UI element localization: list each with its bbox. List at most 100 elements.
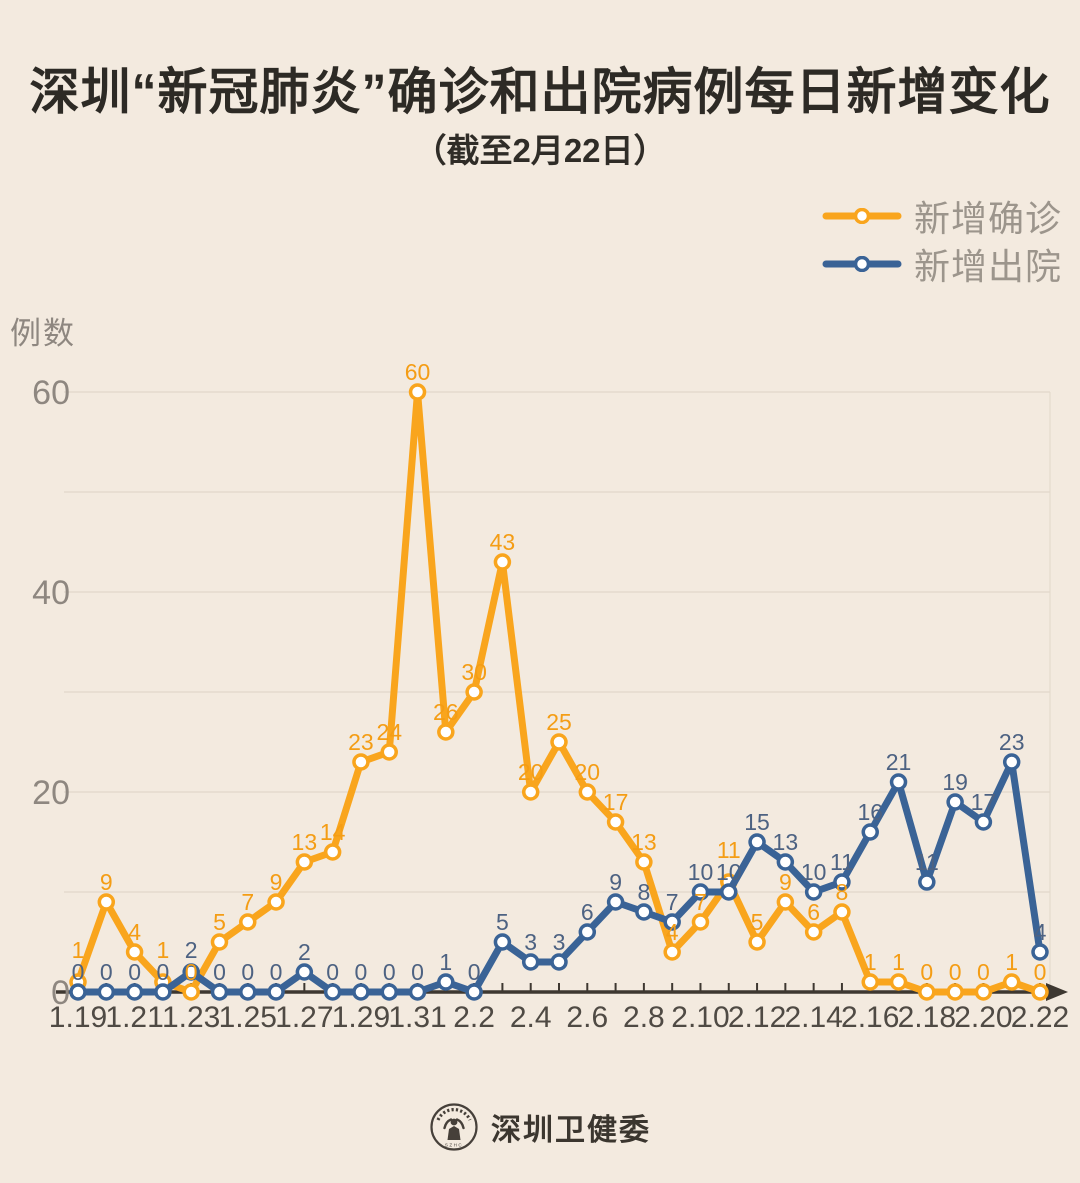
data-label-discharged: 0 — [355, 959, 368, 985]
data-point-discharged — [239, 983, 257, 1001]
data-point-confirmed — [97, 893, 116, 911]
data-point-confirmed — [465, 683, 483, 701]
data-point-discharged — [833, 873, 851, 891]
data-point-confirmed — [578, 783, 597, 801]
data-point-discharged — [154, 983, 172, 1001]
data-label-discharged: 3 — [553, 929, 566, 955]
data-label-confirmed: 1 — [892, 949, 905, 975]
data-label-confirmed: 26 — [433, 699, 459, 725]
data-point-confirmed — [125, 943, 144, 961]
data-label-confirmed: 11 — [717, 837, 741, 863]
gridlines — [64, 391, 1051, 992]
data-label-discharged: 13 — [773, 829, 799, 855]
legend: 新增确诊 新增出院 — [822, 192, 1062, 288]
data-label-confirmed: 20 — [574, 759, 600, 785]
page-subtitle: （截至2月22日） — [413, 132, 667, 169]
legend-item-discharged: 新增出院 — [822, 240, 1062, 288]
data-point-confirmed — [663, 943, 681, 961]
legend-label-confirmed: 新增确诊 — [913, 198, 1062, 239]
data-label-confirmed: 1 — [72, 937, 85, 963]
data-label-confirmed: 20 — [518, 759, 544, 785]
data-point-confirmed — [889, 973, 908, 991]
data-label-confirmed: 5 — [751, 909, 764, 935]
x-tick-label: 1.31 — [388, 1001, 446, 1034]
data-point-discharged — [918, 873, 936, 891]
data-label-confirmed: 9 — [270, 869, 283, 895]
data-point-discharged — [295, 963, 314, 981]
data-label-confirmed: 1 — [864, 949, 877, 975]
data-label-discharged: 8 — [637, 879, 650, 905]
data-label-discharged: 0 — [100, 959, 113, 985]
data-label-confirmed: 4 — [128, 919, 141, 945]
y-tick-label: 60 — [32, 374, 70, 412]
data-point-discharged — [748, 833, 766, 851]
data-label-discharged: 0 — [383, 959, 396, 985]
data-point-discharged — [352, 983, 370, 1001]
data-label-discharged: 0 — [326, 959, 339, 985]
data-label-discharged: 10 — [801, 859, 827, 885]
data-point-confirmed — [380, 743, 398, 761]
data-label-confirmed: 23 — [348, 729, 374, 755]
data-point-discharged — [635, 903, 653, 921]
data-label-discharged: 3 — [524, 929, 537, 955]
data-point-discharged — [804, 883, 823, 901]
x-axis-arrow-icon — [1046, 983, 1068, 1001]
data-point-confirmed — [1002, 973, 1021, 991]
x-tick-label: 1.19 — [49, 1001, 107, 1034]
data-point-discharged — [521, 953, 540, 971]
data-point-confirmed — [804, 923, 823, 941]
data-label-confirmed: 0 — [949, 959, 962, 985]
data-label-discharged: 0 — [270, 959, 283, 985]
data-label-discharged: 0 — [72, 959, 85, 985]
svg-text:SZHC: SZHC — [445, 1143, 463, 1148]
x-tick-label: 2.18 — [898, 1001, 956, 1034]
data-label-discharged: 17 — [971, 789, 997, 815]
data-label-confirmed: 6 — [807, 899, 820, 925]
data-label-confirmed: 5 — [213, 909, 226, 935]
health-commission-logo-icon: SZHC — [430, 1103, 478, 1151]
data-label-discharged: 2 — [298, 939, 311, 965]
x-tick-label: 2.10 — [671, 1001, 729, 1034]
data-label-confirmed: 17 — [603, 789, 629, 815]
y-tick-label: 40 — [32, 574, 70, 612]
data-point-confirmed — [521, 783, 540, 801]
x-tick-label: 2.22 — [1011, 1001, 1069, 1034]
data-point-discharged — [69, 983, 87, 1001]
data-label-confirmed: 9 — [100, 869, 113, 895]
data-point-discharged — [437, 973, 455, 991]
x-tick-label: 2.14 — [784, 1001, 842, 1034]
data-point-discharged — [1002, 753, 1021, 771]
data-label-discharged: 1 — [439, 949, 452, 975]
data-point-discharged — [550, 953, 568, 971]
data-label-confirmed: 1 — [156, 937, 169, 963]
data-point-confirmed — [691, 913, 710, 931]
data-point-confirmed — [352, 753, 370, 771]
data-point-confirmed — [833, 903, 851, 921]
discharged-line-swatch-icon — [822, 256, 902, 272]
data-point-confirmed — [946, 983, 964, 1001]
data-point-discharged — [606, 893, 625, 911]
data-label-confirmed: 9 — [779, 869, 792, 895]
data-point-discharged — [578, 923, 597, 941]
x-tick-label: 1.27 — [275, 1001, 333, 1034]
data-label-confirmed: 0 — [185, 959, 198, 985]
data-label-confirmed: 4 — [666, 919, 679, 945]
data-point-discharged — [974, 813, 993, 831]
data-label-discharged: 21 — [886, 749, 912, 775]
data-point-discharged — [465, 983, 483, 1001]
data-label-discharged: 6 — [581, 899, 594, 925]
data-point-discharged — [776, 853, 795, 871]
data-label-discharged: 9 — [609, 869, 622, 895]
x-tick-label: 1.21 — [105, 1001, 163, 1034]
series-discharged — [69, 753, 1049, 1001]
data-point-confirmed — [550, 733, 568, 751]
data-label-discharged: 4 — [1034, 919, 1047, 945]
data-point-confirmed — [493, 553, 512, 571]
y-axis-title: 例数 — [10, 316, 76, 351]
data-label-confirmed: 7 — [694, 889, 707, 915]
data-label-confirmed: 43 — [490, 529, 516, 555]
data-label-discharged: 10 — [688, 859, 714, 885]
data-label-discharged: 7 — [666, 889, 679, 915]
